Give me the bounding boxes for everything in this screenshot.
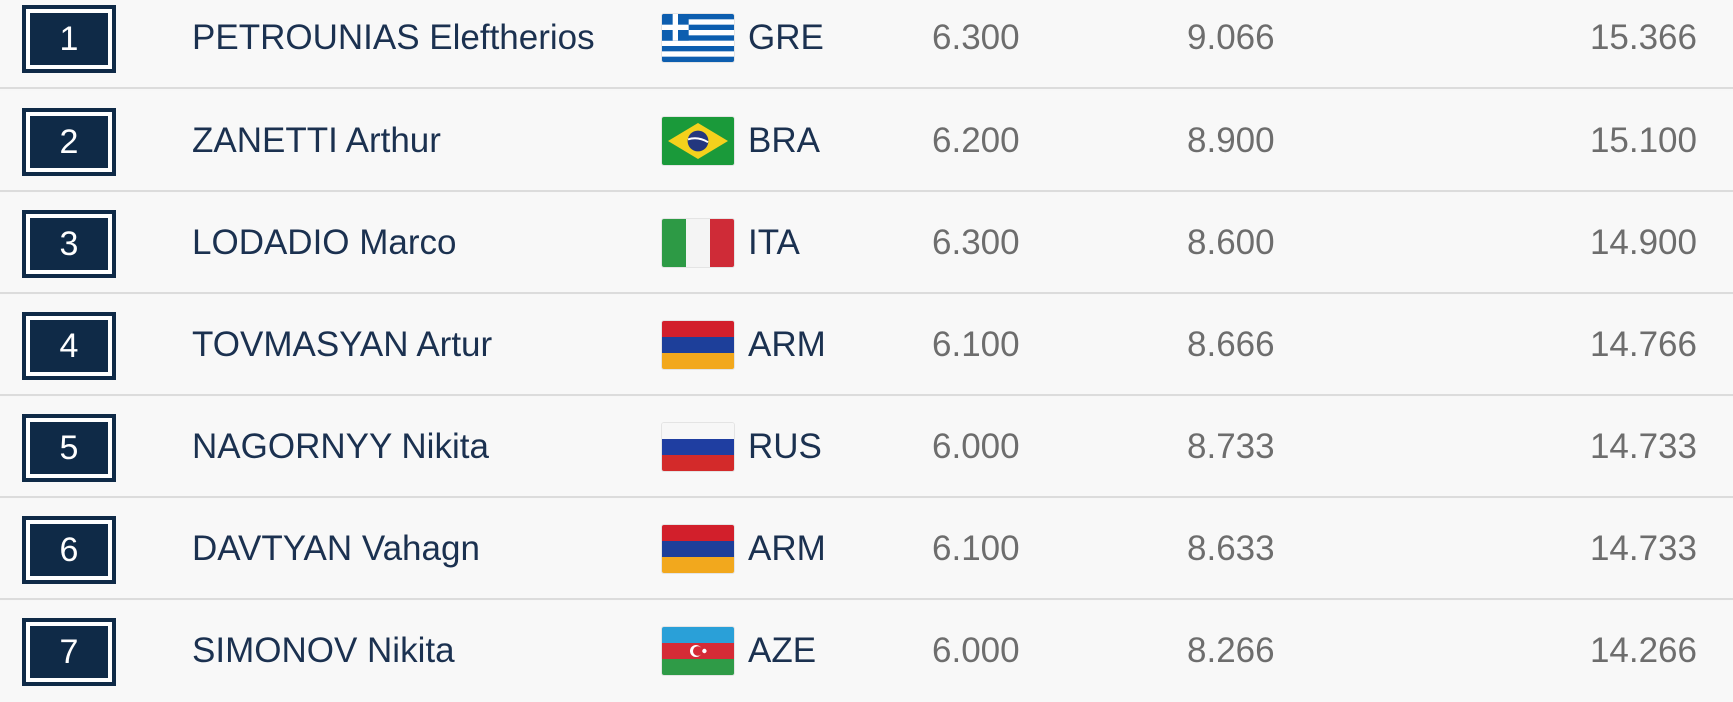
athlete-name[interactable]: TOVMASYAN Artur bbox=[192, 325, 493, 364]
total-score: 14.900 bbox=[1589, 223, 1697, 262]
table-row[interactable]: 1 PETROUNIAS Eleftherios GRE 6.300 9.066… bbox=[0, 0, 1733, 89]
d-score: 6.000 bbox=[932, 427, 1020, 466]
athlete-name[interactable]: NAGORNYY Nikita bbox=[192, 427, 489, 466]
d-score: 6.300 bbox=[932, 18, 1020, 57]
nation-code: ARM bbox=[748, 325, 826, 364]
greece-flag-icon bbox=[662, 14, 734, 62]
rank-number: 5 bbox=[30, 422, 108, 474]
armenia-flag-icon bbox=[662, 525, 734, 573]
rank-badge: 4 bbox=[22, 312, 116, 380]
e-score: 9.066 bbox=[1187, 18, 1275, 57]
nation-code: ARM bbox=[748, 529, 826, 568]
italy-flag-icon bbox=[662, 219, 734, 267]
table-row[interactable]: 6 DAVTYAN Vahagn ARM 6.100 8.633 14.733 bbox=[0, 499, 1733, 600]
azerbaijan-flag-icon bbox=[662, 627, 734, 675]
rank-badge: 1 bbox=[22, 5, 116, 73]
e-score: 8.633 bbox=[1187, 529, 1275, 568]
armenia-flag-icon bbox=[662, 321, 734, 369]
d-score: 6.300 bbox=[932, 223, 1020, 262]
rank-badge: 5 bbox=[22, 414, 116, 482]
rank-badge: 7 bbox=[22, 618, 116, 686]
rank-badge: 3 bbox=[22, 210, 116, 278]
total-score: 14.733 bbox=[1589, 427, 1697, 466]
table-row[interactable]: 2 ZANETTI Arthur BRA 6.200 8.900 15.100 bbox=[0, 91, 1733, 192]
e-score: 8.666 bbox=[1187, 325, 1275, 364]
table-row[interactable]: 4 TOVMASYAN Artur ARM 6.100 8.666 14.766 bbox=[0, 295, 1733, 396]
nation-code: RUS bbox=[748, 427, 822, 466]
rank-number: 1 bbox=[30, 13, 108, 65]
table-row[interactable]: 3 LODADIO Marco ITA 6.300 8.600 14.900 bbox=[0, 193, 1733, 294]
table-row[interactable]: 5 NAGORNYY Nikita RUS 6.000 8.733 14.733 bbox=[0, 397, 1733, 498]
total-score: 15.366 bbox=[1589, 18, 1697, 57]
d-score: 6.000 bbox=[932, 631, 1020, 670]
brazil-flag-icon bbox=[662, 117, 734, 165]
nation-code: BRA bbox=[748, 121, 820, 160]
nation-code: GRE bbox=[748, 18, 824, 57]
athlete-name[interactable]: PETROUNIAS Eleftherios bbox=[192, 18, 595, 57]
table-row[interactable]: 7 SIMONOV Nikita AZE 6.000 8.266 14.266 bbox=[0, 601, 1733, 702]
d-score: 6.100 bbox=[932, 529, 1020, 568]
rank-number: 3 bbox=[30, 218, 108, 270]
results-table: 1 PETROUNIAS Eleftherios GRE 6.300 9.066… bbox=[0, 0, 1733, 686]
athlete-name[interactable]: DAVTYAN Vahagn bbox=[192, 529, 480, 568]
e-score: 8.733 bbox=[1187, 427, 1275, 466]
rank-number: 6 bbox=[30, 524, 108, 576]
athlete-name[interactable]: SIMONOV Nikita bbox=[192, 631, 455, 670]
e-score: 8.600 bbox=[1187, 223, 1275, 262]
d-score: 6.200 bbox=[932, 121, 1020, 160]
rank-number: 7 bbox=[30, 626, 108, 678]
russia-flag-icon bbox=[662, 423, 734, 471]
nation-code: ITA bbox=[748, 223, 800, 262]
e-score: 8.266 bbox=[1187, 631, 1275, 670]
athlete-name[interactable]: LODADIO Marco bbox=[192, 223, 457, 262]
athlete-name[interactable]: ZANETTI Arthur bbox=[192, 121, 441, 160]
total-score: 14.766 bbox=[1589, 325, 1697, 364]
d-score: 6.100 bbox=[932, 325, 1020, 364]
total-score: 14.266 bbox=[1589, 631, 1697, 670]
nation-code: AZE bbox=[748, 631, 817, 670]
rank-badge: 6 bbox=[22, 516, 116, 584]
rank-number: 4 bbox=[30, 320, 108, 372]
rank-number: 2 bbox=[30, 116, 108, 168]
e-score: 8.900 bbox=[1187, 121, 1275, 160]
rank-badge: 2 bbox=[22, 108, 116, 176]
total-score: 14.733 bbox=[1589, 529, 1697, 568]
total-score: 15.100 bbox=[1589, 121, 1697, 160]
